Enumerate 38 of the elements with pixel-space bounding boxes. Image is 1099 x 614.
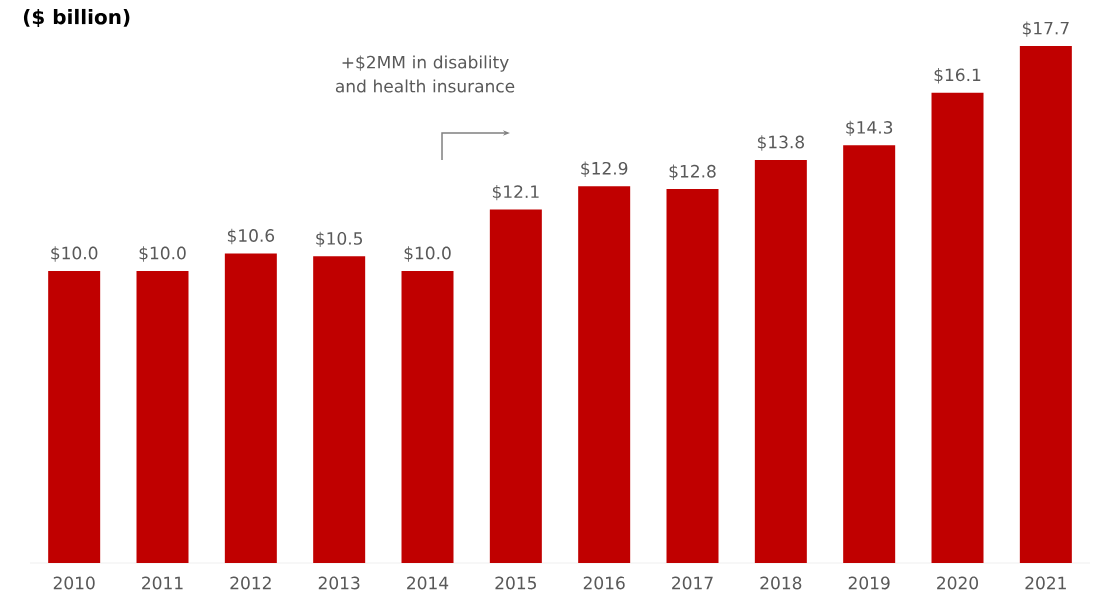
x-tick-label: 2015 [495, 576, 536, 590]
data-label: $10.0 [51, 246, 98, 262]
x-tick-label: 2020 [937, 576, 979, 590]
bar [754, 159, 807, 563]
bar [48, 270, 101, 563]
bar [843, 145, 896, 563]
bar [931, 92, 984, 563]
bar [401, 270, 454, 563]
data-label: $12.1 [492, 184, 539, 201]
x-tick-label: 2012 [230, 576, 271, 590]
x-tick-label: 2019 [848, 576, 890, 590]
annotation: +$2MM in disability and health insurance [335, 55, 515, 93]
data-label: $12.9 [581, 161, 628, 177]
data-label: $16.1 [934, 68, 981, 84]
x-tick-label: 2011 [142, 576, 183, 590]
data-label: $17.7 [1022, 21, 1069, 37]
bar [1019, 46, 1072, 563]
x-tick-label: 2013 [318, 576, 360, 590]
x-tick-label: 2010 [53, 576, 95, 590]
bar [666, 189, 719, 563]
bar [313, 256, 366, 563]
x-tick-label: 2016 [583, 576, 625, 590]
data-label: $14.3 [846, 120, 893, 137]
data-label: $10.0 [404, 246, 451, 262]
bar [136, 270, 189, 563]
data-label: $10.6 [227, 228, 275, 245]
data-label: $10.5 [316, 231, 363, 248]
x-tick-label: 2014 [407, 576, 449, 590]
bar [578, 186, 631, 563]
x-tick-label: 2021 [1025, 576, 1066, 590]
data-label: $13.8 [757, 135, 805, 151]
bar [489, 209, 542, 563]
chart-title: ($ billion) [23, 8, 130, 28]
bar [224, 253, 277, 563]
x-tick-label: 2017 [672, 576, 713, 590]
data-label: $12.8 [669, 164, 716, 180]
x-tick-label: 2018 [760, 576, 802, 590]
data-label: $10.0 [139, 246, 186, 262]
